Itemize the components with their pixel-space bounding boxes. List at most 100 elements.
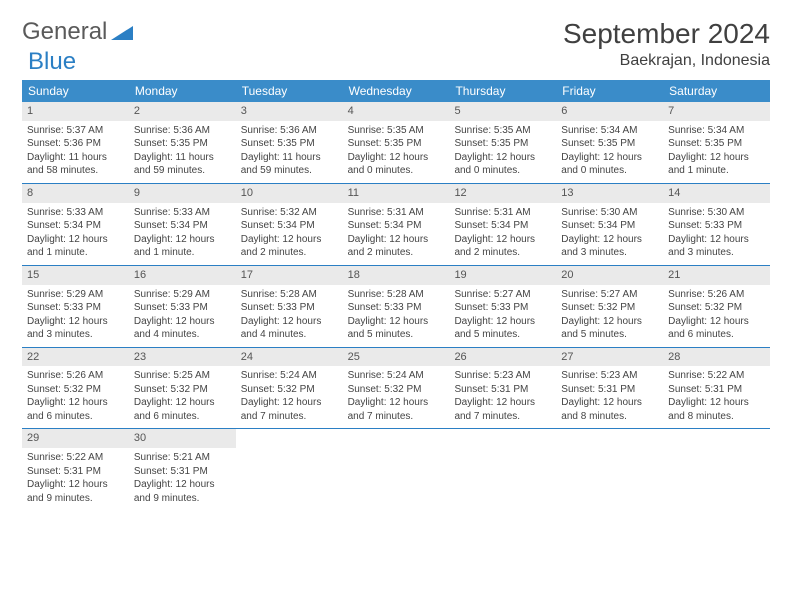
day-cell: 30Sunrise: 5:21 AMSunset: 5:31 PMDayligh… <box>129 429 236 510</box>
sunset-text: Sunset: 5:34 PM <box>348 219 445 233</box>
daylight-text: Daylight: 12 hours and 4 minutes. <box>241 315 338 342</box>
daylight-text: Daylight: 12 hours and 0 minutes. <box>348 151 445 178</box>
daylight-text: Daylight: 12 hours and 7 minutes. <box>348 396 445 423</box>
daylight-text: Daylight: 12 hours and 0 minutes. <box>454 151 551 178</box>
day-header-saturday: Saturday <box>663 80 770 102</box>
date-number: 1 <box>22 102 129 121</box>
sunset-text: Sunset: 5:32 PM <box>561 301 658 315</box>
cell-body: Sunrise: 5:32 AMSunset: 5:34 PMDaylight:… <box>236 203 343 265</box>
logo-triangle-icon <box>111 24 133 40</box>
daylight-text: Daylight: 11 hours and 59 minutes. <box>241 151 338 178</box>
sunrise-text: Sunrise: 5:22 AM <box>668 369 765 383</box>
day-header-sunday: Sunday <box>22 80 129 102</box>
sunset-text: Sunset: 5:34 PM <box>561 219 658 233</box>
sunset-text: Sunset: 5:34 PM <box>241 219 338 233</box>
cell-body: Sunrise: 5:30 AMSunset: 5:34 PMDaylight:… <box>556 203 663 265</box>
cell-body: Sunrise: 5:29 AMSunset: 5:33 PMDaylight:… <box>22 285 129 347</box>
daylight-text: Daylight: 11 hours and 58 minutes. <box>27 151 124 178</box>
cell-body: Sunrise: 5:21 AMSunset: 5:31 PMDaylight:… <box>129 448 236 510</box>
sunset-text: Sunset: 5:35 PM <box>348 137 445 151</box>
sunrise-text: Sunrise: 5:31 AM <box>348 206 445 220</box>
daylight-text: Daylight: 12 hours and 5 minutes. <box>561 315 658 342</box>
sunset-text: Sunset: 5:31 PM <box>27 465 124 479</box>
sunrise-text: Sunrise: 5:34 AM <box>668 124 765 138</box>
sunrise-text: Sunrise: 5:31 AM <box>454 206 551 220</box>
cell-body: Sunrise: 5:33 AMSunset: 5:34 PMDaylight:… <box>22 203 129 265</box>
cell-body: Sunrise: 5:25 AMSunset: 5:32 PMDaylight:… <box>129 366 236 428</box>
day-cell: 29Sunrise: 5:22 AMSunset: 5:31 PMDayligh… <box>22 429 129 510</box>
sunrise-text: Sunrise: 5:32 AM <box>241 206 338 220</box>
sunrise-text: Sunrise: 5:35 AM <box>454 124 551 138</box>
day-cell: 2Sunrise: 5:36 AMSunset: 5:35 PMDaylight… <box>129 102 236 183</box>
sunset-text: Sunset: 5:31 PM <box>134 465 231 479</box>
empty-cell <box>449 429 556 510</box>
day-cell: 5Sunrise: 5:35 AMSunset: 5:35 PMDaylight… <box>449 102 556 183</box>
date-number: 2 <box>129 102 236 121</box>
sunrise-text: Sunrise: 5:24 AM <box>348 369 445 383</box>
date-number: 20 <box>556 266 663 285</box>
cell-body: Sunrise: 5:35 AMSunset: 5:35 PMDaylight:… <box>449 121 556 183</box>
sunrise-text: Sunrise: 5:30 AM <box>561 206 658 220</box>
day-cell: 18Sunrise: 5:28 AMSunset: 5:33 PMDayligh… <box>343 266 450 347</box>
date-number: 28 <box>663 348 770 367</box>
date-number: 6 <box>556 102 663 121</box>
date-number: 7 <box>663 102 770 121</box>
sunrise-text: Sunrise: 5:23 AM <box>454 369 551 383</box>
cell-body: Sunrise: 5:30 AMSunset: 5:33 PMDaylight:… <box>663 203 770 265</box>
daylight-text: Daylight: 12 hours and 1 minute. <box>134 233 231 260</box>
sunset-text: Sunset: 5:32 PM <box>27 383 124 397</box>
sunset-text: Sunset: 5:31 PM <box>561 383 658 397</box>
daylight-text: Daylight: 12 hours and 2 minutes. <box>241 233 338 260</box>
day-cell: 7Sunrise: 5:34 AMSunset: 5:35 PMDaylight… <box>663 102 770 183</box>
cell-body: Sunrise: 5:27 AMSunset: 5:33 PMDaylight:… <box>449 285 556 347</box>
brand-part1: General <box>22 18 107 46</box>
daylight-text: Daylight: 12 hours and 1 minute. <box>668 151 765 178</box>
day-cell: 20Sunrise: 5:27 AMSunset: 5:32 PMDayligh… <box>556 266 663 347</box>
sunrise-text: Sunrise: 5:34 AM <box>561 124 658 138</box>
cell-body: Sunrise: 5:34 AMSunset: 5:35 PMDaylight:… <box>556 121 663 183</box>
cell-body: Sunrise: 5:22 AMSunset: 5:31 PMDaylight:… <box>22 448 129 510</box>
sunrise-text: Sunrise: 5:21 AM <box>134 451 231 465</box>
day-cell: 21Sunrise: 5:26 AMSunset: 5:32 PMDayligh… <box>663 266 770 347</box>
day-header-thursday: Thursday <box>449 80 556 102</box>
cell-body: Sunrise: 5:31 AMSunset: 5:34 PMDaylight:… <box>343 203 450 265</box>
cell-body: Sunrise: 5:36 AMSunset: 5:35 PMDaylight:… <box>236 121 343 183</box>
date-number: 29 <box>22 429 129 448</box>
empty-cell <box>663 429 770 510</box>
week-row: 15Sunrise: 5:29 AMSunset: 5:33 PMDayligh… <box>22 266 770 348</box>
day-cell: 16Sunrise: 5:29 AMSunset: 5:33 PMDayligh… <box>129 266 236 347</box>
sunrise-text: Sunrise: 5:37 AM <box>27 124 124 138</box>
day-cell: 13Sunrise: 5:30 AMSunset: 5:34 PMDayligh… <box>556 184 663 265</box>
date-number: 13 <box>556 184 663 203</box>
cell-body: Sunrise: 5:37 AMSunset: 5:36 PMDaylight:… <box>22 121 129 183</box>
sunrise-text: Sunrise: 5:33 AM <box>27 206 124 220</box>
date-number: 25 <box>343 348 450 367</box>
cell-body: Sunrise: 5:31 AMSunset: 5:34 PMDaylight:… <box>449 203 556 265</box>
empty-cell <box>343 429 450 510</box>
day-cell: 1Sunrise: 5:37 AMSunset: 5:36 PMDaylight… <box>22 102 129 183</box>
daylight-text: Daylight: 12 hours and 7 minutes. <box>241 396 338 423</box>
day-header-wednesday: Wednesday <box>343 80 450 102</box>
daylight-text: Daylight: 12 hours and 6 minutes. <box>27 396 124 423</box>
sunrise-text: Sunrise: 5:22 AM <box>27 451 124 465</box>
day-cell: 4Sunrise: 5:35 AMSunset: 5:35 PMDaylight… <box>343 102 450 183</box>
week-row: 22Sunrise: 5:26 AMSunset: 5:32 PMDayligh… <box>22 348 770 430</box>
sunrise-text: Sunrise: 5:25 AM <box>134 369 231 383</box>
day-cell: 27Sunrise: 5:23 AMSunset: 5:31 PMDayligh… <box>556 348 663 429</box>
day-header-monday: Monday <box>129 80 236 102</box>
cell-body: Sunrise: 5:22 AMSunset: 5:31 PMDaylight:… <box>663 366 770 428</box>
cell-body: Sunrise: 5:36 AMSunset: 5:35 PMDaylight:… <box>129 121 236 183</box>
sunrise-text: Sunrise: 5:36 AM <box>134 124 231 138</box>
cell-body: Sunrise: 5:28 AMSunset: 5:33 PMDaylight:… <box>236 285 343 347</box>
sunrise-text: Sunrise: 5:30 AM <box>668 206 765 220</box>
sunrise-text: Sunrise: 5:36 AM <box>241 124 338 138</box>
day-cell: 6Sunrise: 5:34 AMSunset: 5:35 PMDaylight… <box>556 102 663 183</box>
sunset-text: Sunset: 5:34 PM <box>454 219 551 233</box>
daylight-text: Daylight: 12 hours and 8 minutes. <box>561 396 658 423</box>
sunrise-text: Sunrise: 5:24 AM <box>241 369 338 383</box>
sunset-text: Sunset: 5:35 PM <box>668 137 765 151</box>
day-cell: 24Sunrise: 5:24 AMSunset: 5:32 PMDayligh… <box>236 348 343 429</box>
cell-body: Sunrise: 5:34 AMSunset: 5:35 PMDaylight:… <box>663 121 770 183</box>
sunset-text: Sunset: 5:31 PM <box>668 383 765 397</box>
brand-part2: Blue <box>28 48 76 76</box>
